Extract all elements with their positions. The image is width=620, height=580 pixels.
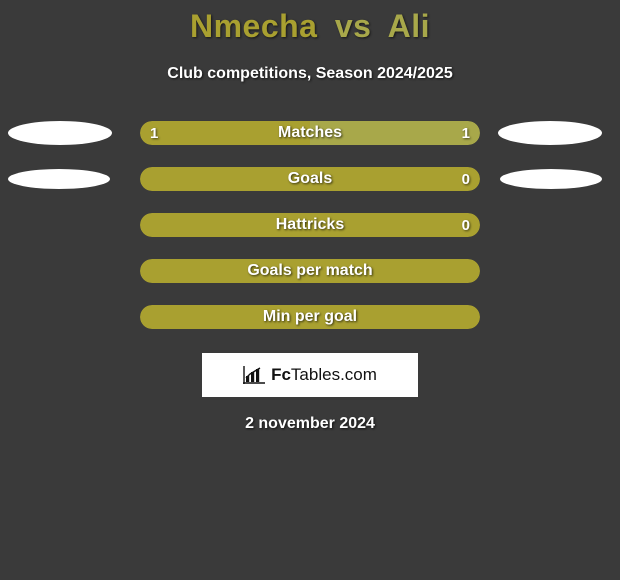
subtitle: Club competitions, Season 2024/2025 bbox=[0, 65, 620, 83]
bar-segment-player1 bbox=[140, 259, 480, 283]
stat-row: 0Hattricks bbox=[0, 213, 620, 237]
stat-marker-right bbox=[498, 121, 602, 145]
stat-value-right: 0 bbox=[462, 213, 470, 237]
stat-bar: 11Matches bbox=[140, 121, 480, 145]
logo-box[interactable]: FcTables.com bbox=[202, 353, 418, 397]
player1-name: Nmecha bbox=[190, 8, 318, 44]
stat-marker-right bbox=[500, 169, 602, 189]
bar-segment-player1 bbox=[140, 213, 480, 237]
stat-row: 0Goals bbox=[0, 167, 620, 191]
stat-bar: 0Hattricks bbox=[140, 213, 480, 237]
stat-row: 11Matches bbox=[0, 121, 620, 145]
stat-row: Goals per match bbox=[0, 259, 620, 283]
stat-bar: Min per goal bbox=[140, 305, 480, 329]
stat-marker-left bbox=[8, 169, 110, 189]
stat-marker-left bbox=[8, 121, 112, 145]
bar-chart-icon bbox=[243, 366, 265, 384]
bar-segment-player2 bbox=[310, 121, 480, 145]
player2-name: Ali bbox=[388, 8, 430, 44]
stat-value-right: 1 bbox=[462, 121, 470, 145]
stat-value-left: 1 bbox=[150, 121, 158, 145]
bar-segment-player1 bbox=[140, 305, 480, 329]
stat-bar: Goals per match bbox=[140, 259, 480, 283]
date-text: 2 november 2024 bbox=[0, 415, 620, 433]
stat-value-right: 0 bbox=[462, 167, 470, 191]
logo-bold: Fc bbox=[271, 365, 291, 384]
logo-text: FcTables.com bbox=[271, 365, 377, 385]
logo-rest: Tables.com bbox=[291, 365, 377, 384]
vs-text: vs bbox=[335, 8, 372, 44]
bar-segment-player1 bbox=[140, 121, 310, 145]
stat-bar: 0Goals bbox=[140, 167, 480, 191]
bar-segment-player1 bbox=[140, 167, 480, 191]
comparison-widget: Nmecha vs Ali Club competitions, Season … bbox=[0, 0, 620, 433]
stats-chart: 11Matches0Goals0HattricksGoals per match… bbox=[0, 121, 620, 329]
stat-row: Min per goal bbox=[0, 305, 620, 329]
page-title: Nmecha vs Ali bbox=[0, 8, 620, 45]
